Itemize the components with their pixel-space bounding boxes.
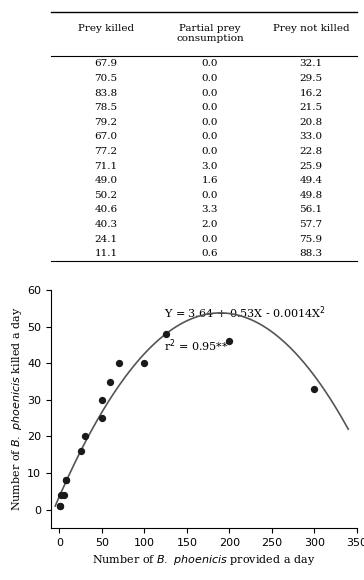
Text: 3.0: 3.0: [202, 162, 218, 171]
Text: 0.0: 0.0: [202, 191, 218, 200]
Text: 21.5: 21.5: [299, 103, 323, 112]
Text: 0.0: 0.0: [202, 118, 218, 127]
Text: 20.8: 20.8: [299, 118, 323, 127]
Point: [311, 385, 317, 394]
Point: [58, 490, 64, 499]
Text: Partial prey
consumption: Partial prey consumption: [176, 24, 244, 44]
Text: 0.0: 0.0: [202, 103, 218, 112]
Text: 71.1: 71.1: [94, 162, 118, 171]
Text: 24.1: 24.1: [94, 235, 118, 244]
Point: [116, 358, 122, 368]
Point: [58, 501, 63, 510]
Point: [61, 490, 67, 499]
Point: [163, 329, 169, 339]
Text: 49.0: 49.0: [94, 176, 118, 185]
Point: [78, 447, 84, 456]
Text: 49.4: 49.4: [299, 176, 323, 185]
Text: Prey killed: Prey killed: [78, 24, 134, 33]
Point: [226, 337, 232, 346]
Point: [82, 432, 88, 441]
Point: [142, 358, 147, 368]
Text: 56.1: 56.1: [299, 205, 323, 215]
Text: 78.5: 78.5: [94, 103, 118, 112]
Text: 0.0: 0.0: [202, 147, 218, 156]
X-axis label: Number of $\it{B.\ phoenicis}$ provided a day: Number of $\it{B.\ phoenicis}$ provided …: [92, 553, 316, 567]
Text: Y = 3.64 + 0.53X - 0.0014X$^2$: Y = 3.64 + 0.53X - 0.0014X$^2$: [164, 304, 326, 321]
Point: [99, 395, 105, 404]
Point: [63, 476, 69, 485]
Text: 67.0: 67.0: [94, 132, 118, 142]
Point: [99, 414, 105, 423]
Text: 25.9: 25.9: [299, 162, 323, 171]
Text: 40.3: 40.3: [94, 220, 118, 229]
Point: [58, 501, 63, 510]
Point: [107, 377, 113, 386]
Text: 3.3: 3.3: [202, 205, 218, 215]
Text: 22.8: 22.8: [299, 147, 323, 156]
Text: 83.8: 83.8: [94, 89, 118, 97]
Text: 32.1: 32.1: [299, 59, 323, 68]
Text: 16.2: 16.2: [299, 89, 323, 97]
Text: 0.0: 0.0: [202, 59, 218, 68]
Text: 77.2: 77.2: [94, 147, 118, 156]
Text: 88.3: 88.3: [299, 249, 323, 258]
Y-axis label: Number of $\it{B.\ phoenicis}$ killed a day: Number of $\it{B.\ phoenicis}$ killed a …: [10, 307, 24, 512]
Text: 0.6: 0.6: [202, 249, 218, 258]
Text: 29.5: 29.5: [299, 74, 323, 83]
Text: 0.0: 0.0: [202, 235, 218, 244]
Text: 75.9: 75.9: [299, 235, 323, 244]
Text: 70.5: 70.5: [94, 74, 118, 83]
Text: Prey not killed: Prey not killed: [273, 24, 349, 33]
Text: 33.0: 33.0: [299, 132, 323, 142]
Point: [63, 476, 69, 485]
Text: 49.8: 49.8: [299, 191, 323, 200]
Text: 2.0: 2.0: [202, 220, 218, 229]
Text: 0.0: 0.0: [202, 74, 218, 83]
Text: 0.0: 0.0: [202, 89, 218, 97]
Text: r$^2$ = 0.95**: r$^2$ = 0.95**: [164, 338, 229, 354]
Text: 11.1: 11.1: [94, 249, 118, 258]
Text: 40.6: 40.6: [94, 205, 118, 215]
Text: 0.0: 0.0: [202, 132, 218, 142]
Text: 79.2: 79.2: [94, 118, 118, 127]
Text: 1.6: 1.6: [202, 176, 218, 185]
Text: 57.7: 57.7: [299, 220, 323, 229]
Text: 67.9: 67.9: [94, 59, 118, 68]
Text: 50.2: 50.2: [94, 191, 118, 200]
